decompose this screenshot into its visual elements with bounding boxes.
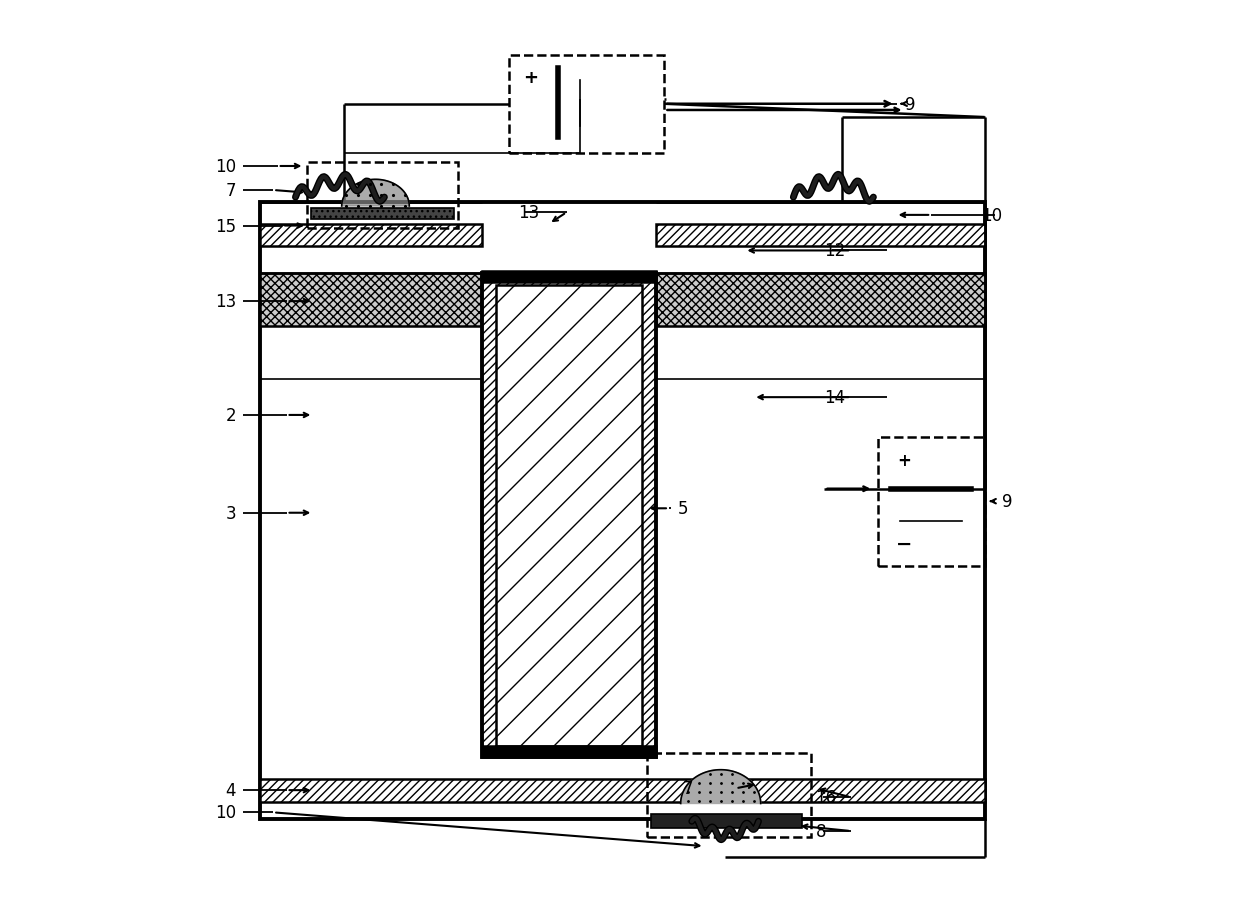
Text: 8: 8 [816, 822, 826, 840]
Polygon shape [681, 769, 760, 804]
Text: 10: 10 [981, 207, 1002, 225]
Text: 2: 2 [226, 407, 236, 425]
Bar [482, 272, 656, 282]
Text: 7: 7 [682, 779, 693, 797]
Bar [260, 202, 985, 820]
Text: 13: 13 [518, 204, 539, 222]
Text: 9: 9 [1002, 492, 1013, 511]
Text: 10: 10 [215, 804, 236, 822]
Bar [260, 779, 985, 802]
Bar [656, 225, 985, 247]
Bar [496, 286, 642, 746]
Bar [311, 208, 454, 220]
Text: −: − [897, 534, 913, 553]
Text: 16: 16 [816, 788, 837, 806]
Text: 13: 13 [215, 293, 236, 311]
Bar [508, 56, 665, 153]
Text: 3: 3 [226, 504, 236, 522]
Bar [260, 225, 482, 247]
Text: 12: 12 [825, 242, 846, 260]
Bar [656, 273, 985, 327]
Bar [651, 815, 802, 828]
Bar [308, 162, 459, 229]
Text: 14: 14 [825, 389, 846, 407]
Text: 4: 4 [226, 781, 236, 799]
Bar [482, 273, 656, 758]
Text: +: + [898, 452, 911, 470]
Polygon shape [342, 180, 409, 207]
Bar [647, 753, 811, 837]
Text: +: + [523, 69, 538, 87]
Text: 5: 5 [678, 500, 688, 518]
Bar [260, 273, 482, 327]
Text: 7: 7 [226, 182, 236, 199]
Text: 15: 15 [215, 217, 236, 235]
Bar [482, 746, 656, 758]
Bar [878, 437, 985, 566]
Text: 9: 9 [904, 96, 915, 114]
Text: 10: 10 [215, 158, 236, 176]
